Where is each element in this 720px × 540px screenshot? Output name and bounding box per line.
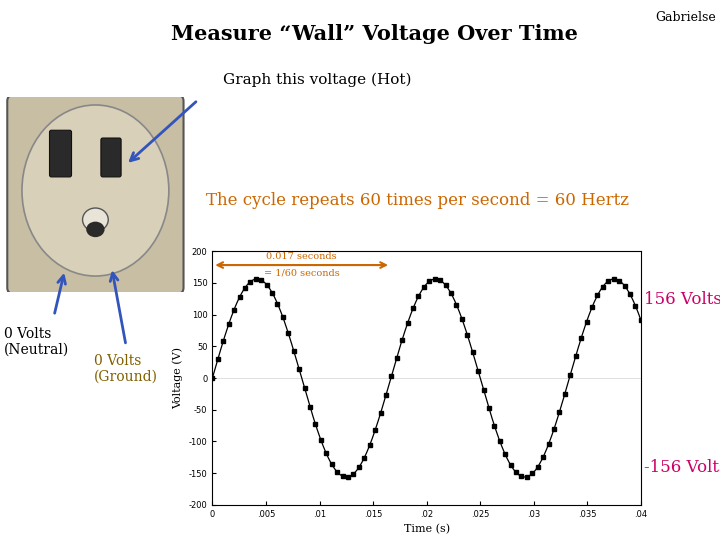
Y-axis label: Voltage (V): Voltage (V) xyxy=(173,347,183,409)
Text: The cycle repeats 60 times per second = 60 Hertz: The cycle repeats 60 times per second = … xyxy=(206,192,629,208)
FancyBboxPatch shape xyxy=(7,95,184,294)
FancyBboxPatch shape xyxy=(101,138,121,177)
FancyBboxPatch shape xyxy=(50,130,71,177)
Text: Gabrielse: Gabrielse xyxy=(656,11,716,24)
Text: 0.017 seconds: 0.017 seconds xyxy=(266,252,337,261)
X-axis label: Time (s): Time (s) xyxy=(403,524,450,535)
Text: = 1/60 seconds: = 1/60 seconds xyxy=(264,268,340,277)
Text: 156 Volts: 156 Volts xyxy=(644,291,720,308)
Text: Measure “Wall” Voltage Over Time: Measure “Wall” Voltage Over Time xyxy=(171,24,578,44)
Ellipse shape xyxy=(83,208,108,231)
Text: 0 Volts
(Neutral): 0 Volts (Neutral) xyxy=(4,327,69,357)
Text: 0 Volts
(Ground): 0 Volts (Ground) xyxy=(94,354,158,384)
Ellipse shape xyxy=(22,105,169,276)
Ellipse shape xyxy=(86,221,104,237)
Text: -156 Volts: -156 Volts xyxy=(644,458,720,476)
Text: Graph this voltage (Hot): Graph this voltage (Hot) xyxy=(222,73,411,87)
